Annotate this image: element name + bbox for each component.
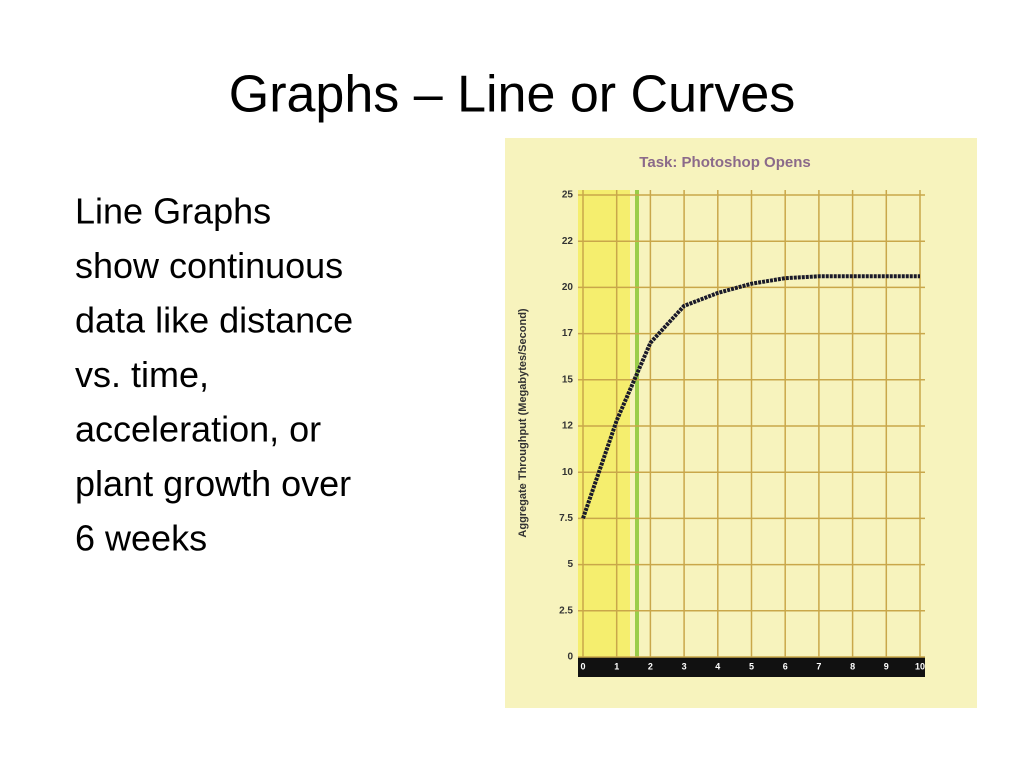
x-tick-label: 4 [715, 661, 720, 671]
x-tick-label: 1 [614, 661, 619, 671]
body-text: Line Graphs show continuous data like dist… [75, 191, 353, 559]
x-tick-label: 8 [850, 661, 855, 671]
y-axis-label: Aggregate Throughput (Megabytes/Second) [517, 308, 529, 538]
x-axis-band [578, 657, 925, 677]
highlight-band [578, 190, 630, 657]
y-tick-label: 20 [562, 282, 574, 293]
y-tick-label: 2.5 [559, 605, 573, 616]
y-tick-label: 17 [562, 328, 574, 339]
data-line [581, 274, 920, 520]
body-line: vs. time, [75, 354, 209, 395]
x-tick-label: 0 [580, 661, 585, 671]
chart-background [505, 138, 977, 708]
x-tick-label: 10 [915, 661, 925, 671]
y-tick-label: 0 [567, 652, 573, 663]
y-tick-label: 12 [562, 421, 574, 432]
body-line: data like distance [75, 300, 353, 341]
body-line: Line Graphs [75, 191, 271, 232]
body-line: acceleration, or [75, 409, 321, 450]
chart-title: Task: Photoshop Opens [639, 154, 810, 171]
x-tick-label: 6 [783, 661, 788, 671]
x-tick-label: 9 [884, 661, 889, 671]
y-tick-label: 7.5 [559, 513, 573, 524]
y-tick-label: 5 [567, 559, 573, 570]
body-line: 6 weeks [75, 518, 207, 559]
y-tick-label: 15 [562, 374, 574, 385]
body-line: plant growth over [75, 463, 351, 504]
y-tick-label: 25 [562, 190, 574, 201]
y-tick-label: 10 [562, 467, 574, 478]
slide-title: Graphs – Line or Curves [229, 66, 796, 124]
x-tick-label: 2 [648, 661, 653, 671]
x-tick-label: 5 [749, 661, 754, 671]
x-tick-label: 7 [816, 661, 821, 671]
body-line: show continuous [75, 245, 343, 286]
x-tick-label: 3 [682, 661, 687, 671]
y-tick-label: 22 [562, 236, 574, 247]
